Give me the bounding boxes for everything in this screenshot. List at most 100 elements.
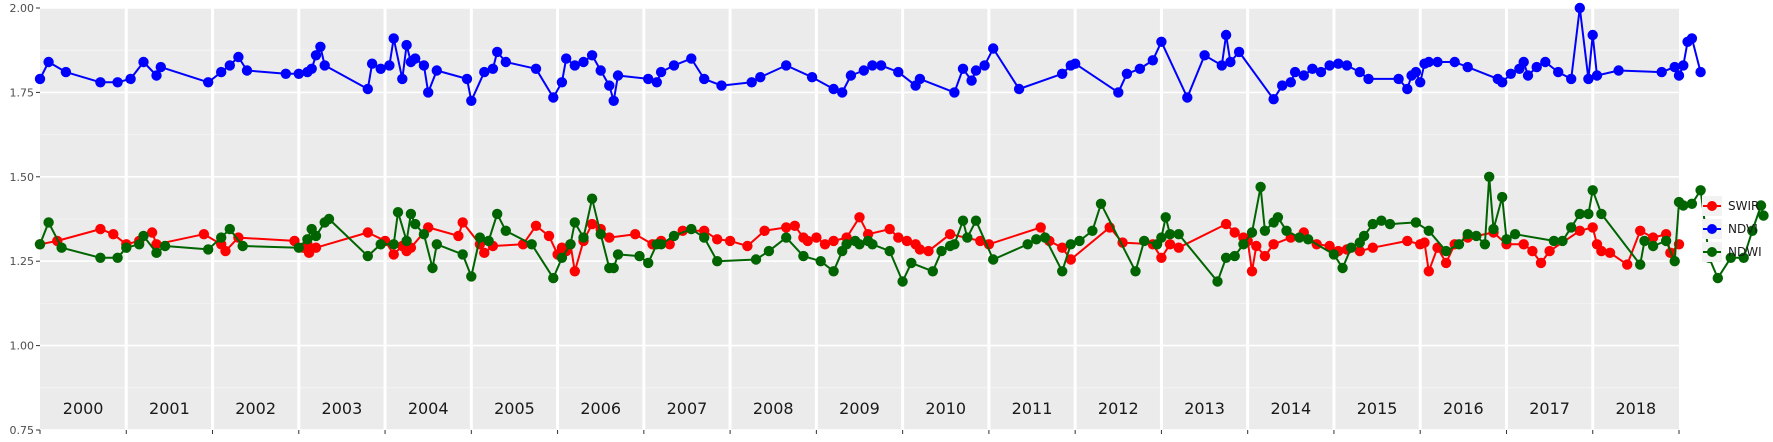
data-point-ndwi bbox=[612, 249, 624, 260]
data-point-ndvi bbox=[837, 87, 848, 98]
data-point-ndwi bbox=[586, 193, 598, 204]
legend-item-swir: SWIR bbox=[1702, 196, 1759, 216]
data-point-ndwi bbox=[1173, 229, 1184, 240]
legend: SWIR NDVI NDWI bbox=[1702, 196, 1762, 262]
data-point-ndvi bbox=[556, 77, 568, 88]
data-point-ndwi bbox=[988, 254, 999, 265]
y-axis: 0.75 1.00 1.25 1.50 1.75 2.00 bbox=[10, 2, 40, 437]
data-point-ndwi bbox=[1156, 232, 1167, 243]
data-point-ndvi bbox=[699, 73, 710, 85]
data-point-ndvi bbox=[1402, 83, 1413, 95]
data-point-swir bbox=[220, 245, 231, 257]
data-point-ndvi bbox=[548, 92, 559, 103]
data-point-ndvi bbox=[1432, 56, 1443, 68]
data-point-ndwi bbox=[798, 250, 809, 262]
data-point-ndwi bbox=[121, 242, 132, 253]
data-point-ndvi bbox=[366, 58, 378, 69]
data-point-ndvi bbox=[1591, 70, 1603, 81]
data-point-ndvi bbox=[1216, 60, 1228, 71]
data-point-ndwi bbox=[1712, 272, 1724, 284]
legend-key-point bbox=[1707, 224, 1717, 234]
data-point-ndwi bbox=[655, 239, 667, 250]
data-point-ndwi bbox=[56, 242, 67, 253]
data-point-ndvi bbox=[530, 63, 542, 74]
data-point-ndwi bbox=[1583, 208, 1594, 220]
data-point-ndwi bbox=[1238, 239, 1249, 250]
year-label: 2006 bbox=[580, 399, 621, 418]
data-point-ndwi bbox=[474, 232, 486, 243]
year-label: 2001 bbox=[149, 399, 190, 418]
data-point-ndwi bbox=[427, 262, 438, 274]
data-point-ndwi bbox=[1758, 210, 1769, 221]
data-point-ndwi bbox=[556, 252, 568, 263]
data-point-ndwi bbox=[1423, 225, 1435, 236]
data-point-ndvi bbox=[138, 56, 149, 68]
data-point-ndwi bbox=[936, 245, 947, 257]
year-label: 2000 bbox=[63, 399, 104, 418]
data-point-ndvi bbox=[1134, 63, 1146, 74]
data-point-ndvi bbox=[1393, 73, 1404, 85]
data-point-ndvi bbox=[655, 66, 667, 78]
data-point-ndvi bbox=[241, 65, 253, 76]
data-point-ndwi bbox=[548, 272, 559, 284]
data-point-ndwi bbox=[634, 250, 645, 262]
year-label: 2002 bbox=[235, 399, 276, 418]
data-point-ndvi bbox=[578, 56, 589, 68]
data-point-ndvi bbox=[1354, 66, 1366, 78]
data-point-ndwi bbox=[1647, 240, 1659, 252]
data-point-ndvi bbox=[203, 77, 214, 88]
data-point-swir bbox=[1035, 222, 1046, 233]
data-point-ndvi bbox=[306, 63, 317, 74]
data-point-swir bbox=[453, 230, 464, 242]
data-point-swir bbox=[586, 218, 598, 230]
data-point-ndwi bbox=[962, 232, 973, 243]
data-point-ndvi bbox=[608, 95, 619, 107]
year-label: 2008 bbox=[753, 399, 794, 418]
data-point-swir bbox=[1354, 245, 1366, 257]
data-point-ndvi bbox=[1289, 66, 1301, 78]
data-point-ndwi bbox=[1074, 235, 1085, 247]
data-point-swir bbox=[543, 230, 555, 242]
data-point-ndvi bbox=[1307, 63, 1318, 74]
data-point-ndwi bbox=[1548, 235, 1560, 247]
data-point-ndwi bbox=[1358, 230, 1370, 242]
data-point-swir bbox=[1259, 250, 1271, 262]
data-point-ndvi bbox=[1225, 56, 1236, 68]
data-point-ndvi bbox=[1341, 60, 1353, 71]
data-point-ndwi bbox=[1669, 256, 1680, 267]
data-point-ndvi bbox=[1324, 60, 1335, 71]
data-point-swir bbox=[724, 235, 736, 247]
data-point-ndvi bbox=[966, 75, 977, 86]
data-point-ndvi bbox=[755, 72, 766, 83]
data-point-ndwi bbox=[43, 217, 54, 228]
data-point-ndwi bbox=[95, 252, 106, 263]
data-point-ndvi bbox=[988, 43, 999, 54]
data-point-swir bbox=[1164, 239, 1176, 250]
data-point-ndwi bbox=[401, 235, 412, 247]
data-point-swir bbox=[1229, 227, 1240, 238]
year-label: 2011 bbox=[1012, 399, 1053, 418]
data-point-ndvi bbox=[155, 61, 166, 73]
year-label: 2012 bbox=[1098, 399, 1139, 418]
data-point-ndwi bbox=[159, 240, 171, 252]
data-point-ndvi bbox=[431, 65, 442, 76]
data-point-ndwi bbox=[1246, 227, 1258, 238]
data-point-ndwi bbox=[970, 215, 982, 226]
y-tick-label: 1.75 bbox=[10, 86, 35, 99]
data-point-ndwi bbox=[828, 266, 839, 277]
legend-key-point bbox=[1707, 247, 1717, 257]
data-point-ndvi bbox=[1147, 55, 1159, 66]
data-point-ndvi bbox=[1462, 61, 1473, 73]
data-point-swir bbox=[742, 240, 753, 252]
data-point-ndwi bbox=[854, 239, 865, 250]
data-point-swir bbox=[759, 225, 770, 236]
data-point-ndvi bbox=[1678, 60, 1689, 71]
data-point-ndvi bbox=[60, 66, 72, 78]
y-tick-label: 1.50 bbox=[10, 171, 35, 184]
data-point-ndwi bbox=[1501, 234, 1512, 245]
data-point-ndvi bbox=[1669, 61, 1680, 73]
data-point-swir bbox=[233, 232, 244, 243]
data-point-ndwi bbox=[815, 256, 826, 267]
data-point-ndwi bbox=[1639, 235, 1650, 247]
